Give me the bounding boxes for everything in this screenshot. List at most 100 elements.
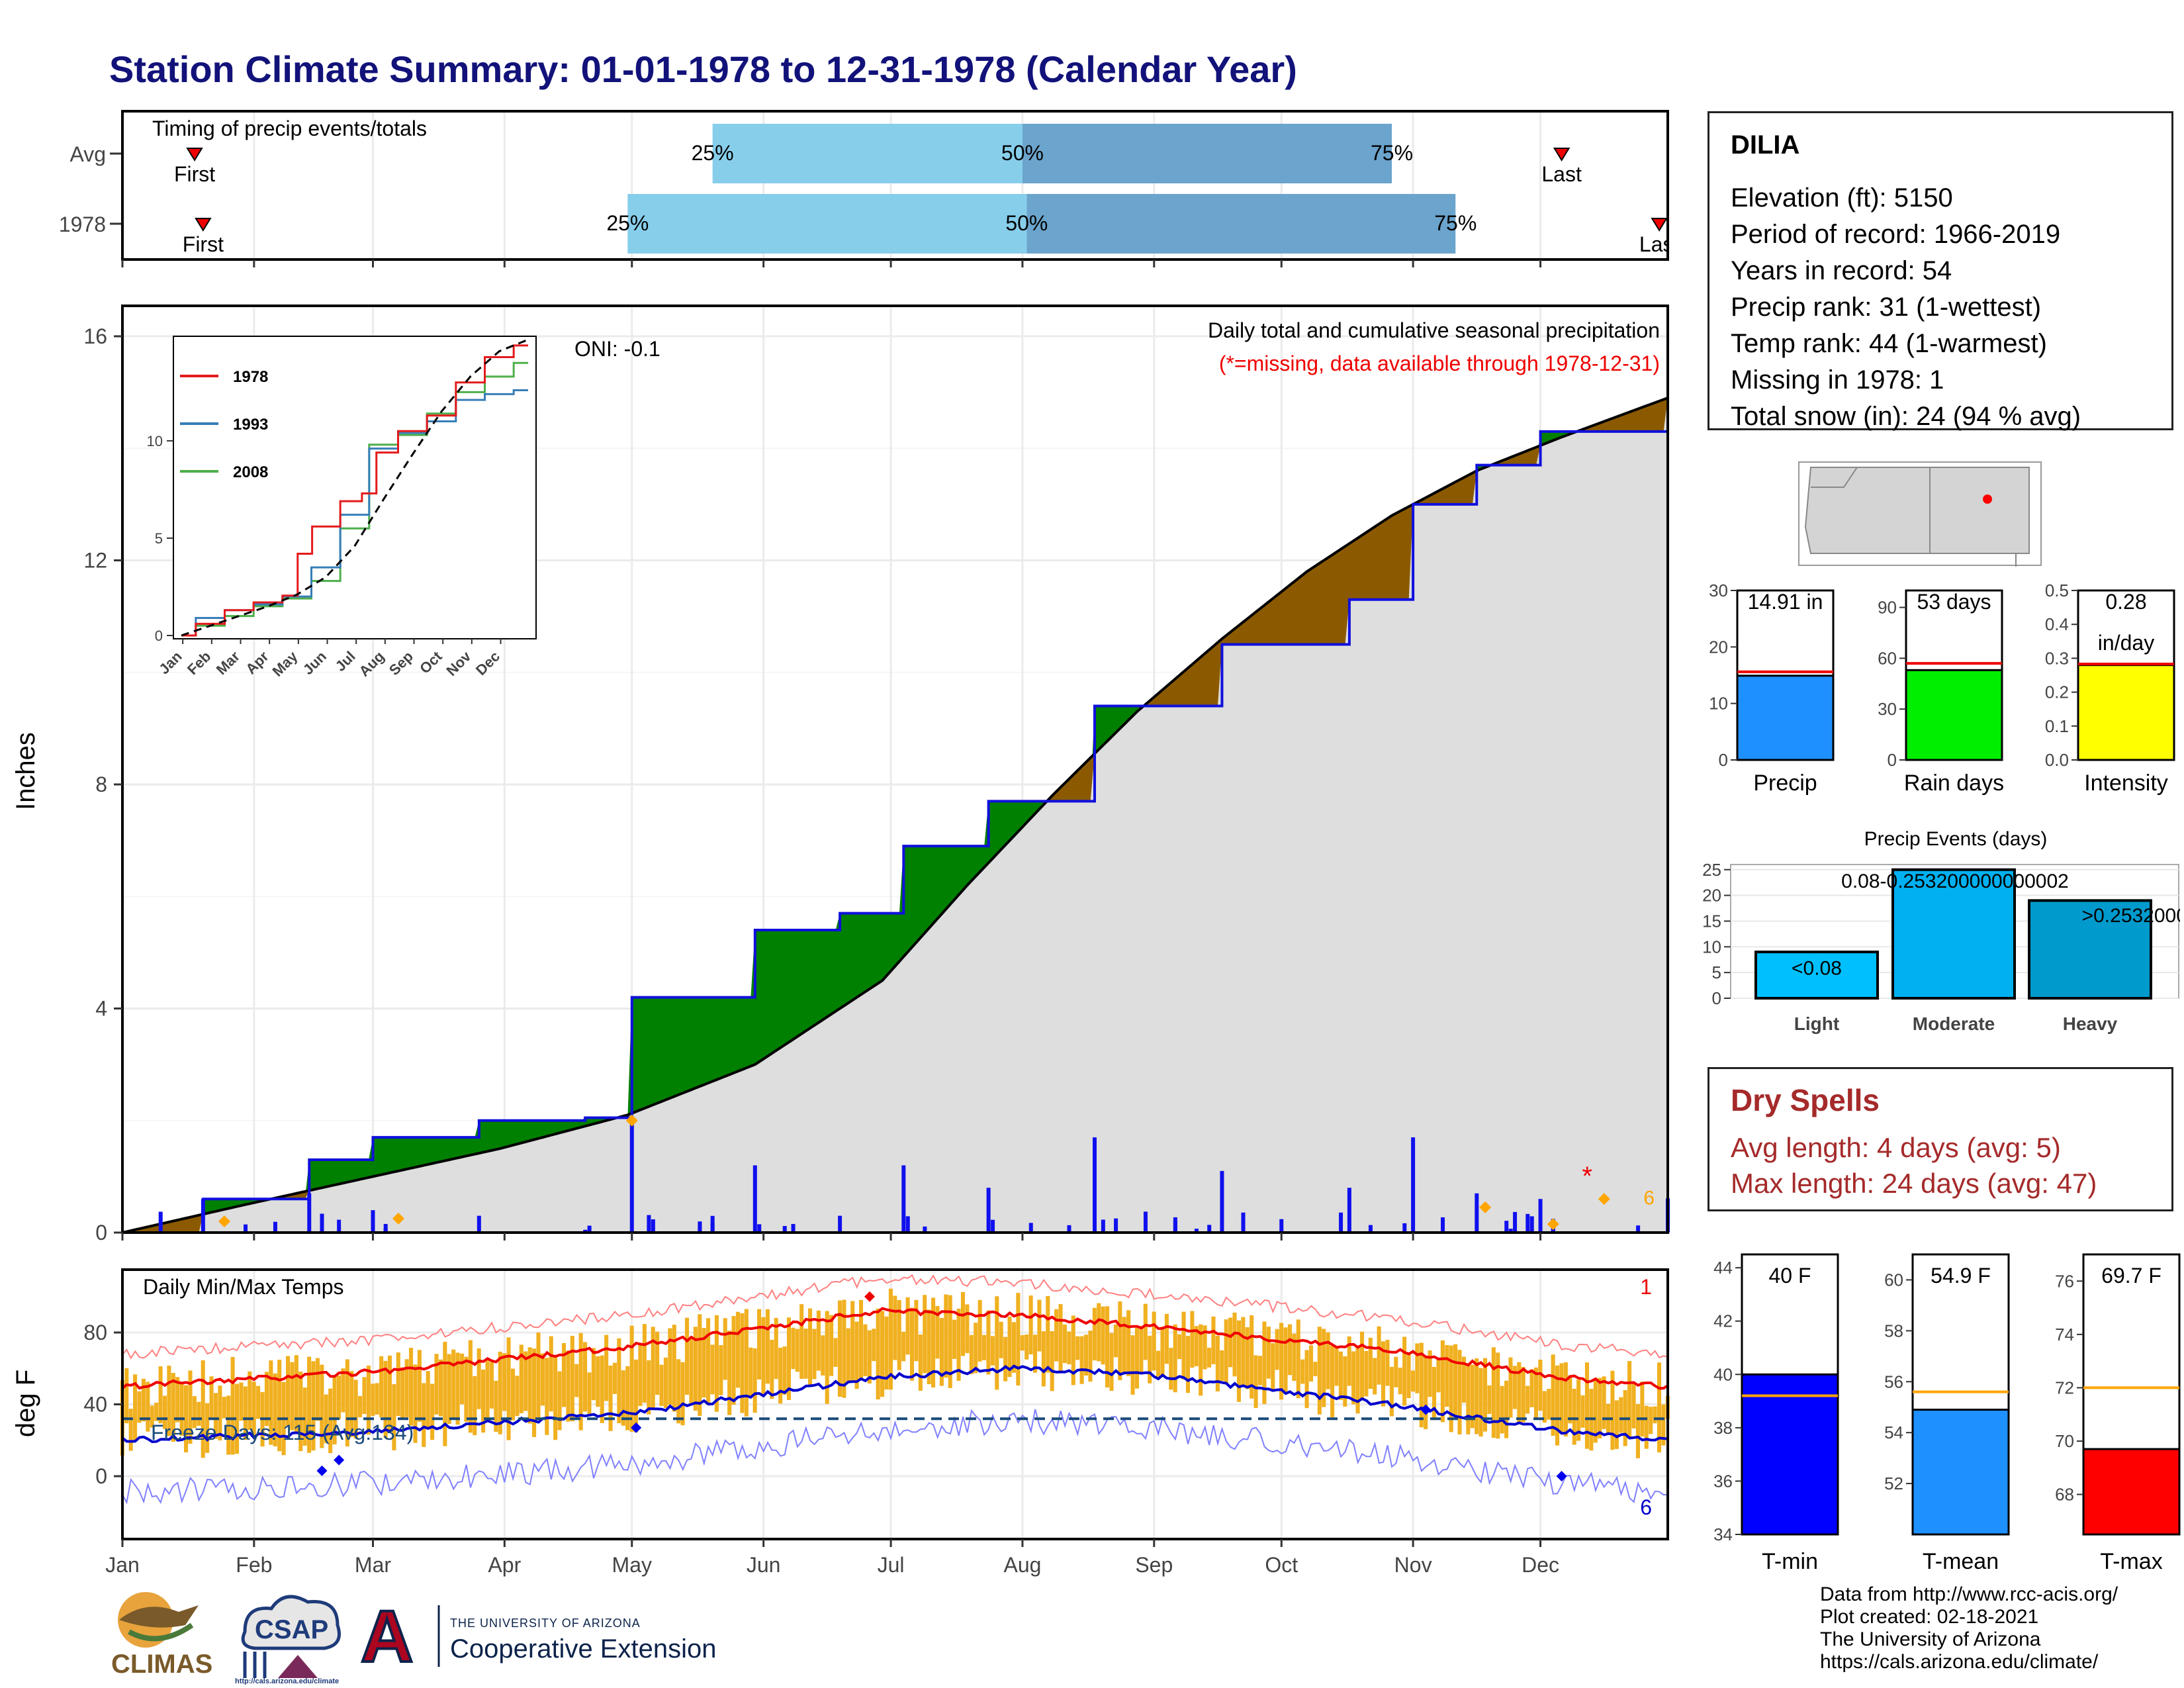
daily-temp-range-bar	[1627, 1361, 1632, 1439]
daily-temp-range-bar	[298, 1372, 303, 1452]
daily-temp-range-bar	[612, 1362, 617, 1394]
daily-temp-range-bar	[858, 1299, 864, 1379]
daily-temp-range-bar	[1152, 1311, 1156, 1371]
timing-p25-label: 25%	[606, 211, 649, 235]
summary-bar-tick-label: 0.4	[2045, 614, 2069, 634]
daily-temp-range-bar	[935, 1305, 940, 1359]
daily-temp-range-bar	[1533, 1367, 1539, 1420]
daily-temp-range-bar	[1241, 1317, 1246, 1385]
daily-temp-range-bar	[1275, 1329, 1279, 1370]
daily-temp-range-bar	[625, 1366, 630, 1430]
daily-precip-bar	[1475, 1193, 1479, 1233]
oni-label: ONI: -0.1	[574, 337, 660, 361]
precip-frame	[121, 305, 1669, 1234]
daily-temp-range-bar	[995, 1296, 999, 1390]
daily-temp-range-bar	[213, 1393, 218, 1439]
daily-precip-bar	[1092, 1137, 1097, 1233]
inset-legend-label: 1993	[233, 416, 268, 434]
daily-temp-range-bar	[948, 1295, 952, 1388]
timing-row-label: Avg	[69, 142, 106, 166]
daily-temp-range-bar	[179, 1383, 184, 1436]
daily-temp-range-bar	[689, 1338, 694, 1403]
daily-temp-range-bar	[1640, 1382, 1645, 1437]
record-low-marker	[316, 1465, 328, 1476]
daily-precip-bar	[1143, 1211, 1148, 1233]
daily-temp-range-bar	[1542, 1391, 1547, 1423]
daily-temp-range-bar	[540, 1353, 545, 1406]
temp-bar-tick-label: 42	[1713, 1311, 1733, 1331]
daily-precip-bar	[710, 1223, 715, 1233]
daily-temp-range-bar	[477, 1348, 481, 1409]
daily-temp-range-bar	[1508, 1357, 1513, 1418]
daily-temp-range-bar	[532, 1348, 537, 1437]
daily-temp-range-bar	[676, 1359, 681, 1424]
daily-temp-range-bar	[1232, 1312, 1237, 1377]
daily-temp-range-bar	[379, 1356, 384, 1417]
daily-temp-range-bar	[1236, 1320, 1241, 1402]
summary-bar-label: Rain days	[1904, 771, 2004, 796]
daily-temp-range-bar	[201, 1360, 205, 1458]
average-low-line	[121, 1364, 1668, 1443]
summary-bar-tick-label: 90	[1878, 598, 1897, 618]
climas-text: CLIMAS	[111, 1650, 212, 1679]
daily-temp-range-bar	[226, 1395, 231, 1455]
daily-temp-range-bar	[171, 1373, 175, 1442]
daily-precip-bar	[923, 1226, 927, 1233]
daily-precip-bar	[651, 1219, 655, 1233]
daily-temp-range-bar	[285, 1356, 291, 1426]
daily-temp-range-bar	[923, 1295, 927, 1374]
daily-temp-range-bar	[290, 1362, 295, 1430]
daily-temp-range-bar	[752, 1348, 757, 1413]
daily-temp-range-bar	[1598, 1378, 1602, 1438]
station-location-marker	[1983, 494, 1992, 504]
summary-bar-tick-label: 0.1	[2045, 716, 2069, 736]
daily-temp-range-bar	[803, 1329, 808, 1379]
ua-letter: A	[361, 1596, 413, 1675]
daily-temp-range-bar	[400, 1367, 405, 1419]
daily-temp-range-bar	[829, 1315, 834, 1376]
month-label: Jul	[878, 1553, 905, 1577]
daily-temp-range-bar	[965, 1304, 970, 1354]
summary-bar-tick-label: 20	[1709, 637, 1728, 657]
daily-temp-range-bar	[553, 1355, 558, 1440]
daily-precip-bar	[1101, 1219, 1105, 1233]
events-tick-label: 15	[1702, 911, 1721, 931]
daily-temp-range-bar	[816, 1310, 821, 1371]
daily-temp-range-bar	[1424, 1356, 1428, 1429]
daily-temp-range-bar	[481, 1370, 486, 1433]
temp-bar-label: T-max	[2100, 1549, 2162, 1574]
daily-temp-range-bar	[455, 1352, 460, 1425]
daily-temp-range-bar	[909, 1307, 915, 1381]
events-tick-label: 20	[1702, 886, 1721, 906]
summary-bars: 14.91 in 0 10 20 30 Precip 53 days 0 30 60 90 Rain …	[1709, 581, 2175, 796]
daily-temp-range-bar	[413, 1364, 418, 1443]
daily-temp-range-bar	[447, 1354, 451, 1425]
daily-temp-range-bar	[1512, 1366, 1517, 1409]
daily-temp-range-bar	[1373, 1358, 1377, 1395]
daily-temp-range-bar	[1631, 1382, 1636, 1429]
temp-y-tick-label: 0	[95, 1464, 107, 1488]
daily-precip-bar	[1114, 1218, 1118, 1233]
daily-temp-range-bar	[1003, 1336, 1008, 1382]
daily-temp-range-bar	[939, 1318, 944, 1386]
events-title: Precip Events (days)	[1864, 828, 2048, 850]
first-event-marker	[186, 148, 203, 162]
daily-temp-range-bar	[647, 1360, 651, 1415]
daily-temp-range-bar	[1037, 1299, 1042, 1352]
daily-precip-bar	[1525, 1213, 1530, 1233]
daily-temp-range-bar	[1584, 1362, 1589, 1449]
daily-temp-range-bar	[596, 1356, 600, 1407]
daily-precip-bar	[791, 1224, 796, 1233]
daily-temp-range-bar	[328, 1388, 333, 1454]
daily-temp-range-bar	[396, 1352, 400, 1417]
daily-temp-range-bar	[1381, 1341, 1386, 1407]
daily-temp-range-bar	[137, 1391, 142, 1423]
daily-temp-range-bar	[799, 1304, 804, 1380]
daily-temp-range-bar	[1491, 1347, 1496, 1438]
daily-temp-range-bar	[1653, 1406, 1657, 1424]
daily-temp-range-bar	[633, 1359, 639, 1432]
first-event-label: First	[174, 162, 215, 186]
daily-temp-range-bar	[668, 1328, 672, 1405]
daily-temp-range-bar	[404, 1359, 409, 1417]
summary-bar-tick-label: 0.0	[2045, 750, 2069, 770]
